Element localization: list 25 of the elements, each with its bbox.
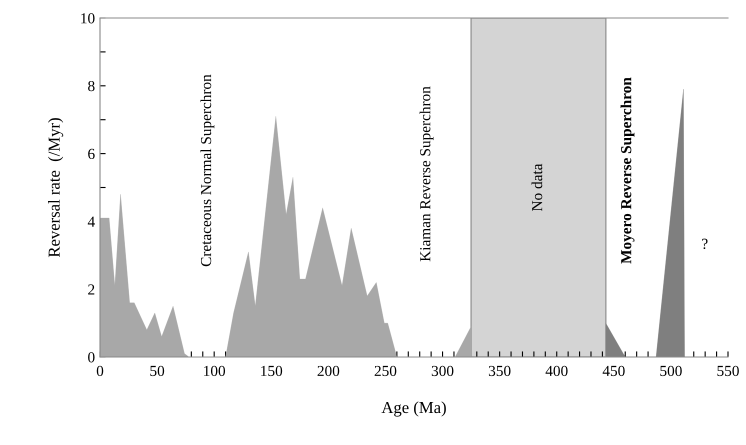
annotation: Kiaman Reverse Superchron [420, 86, 434, 262]
x-tick-label: 350 [488, 366, 511, 376]
x-tick-label: 50 [150, 366, 164, 376]
annotation: Moyero Reverse Superchron [620, 77, 634, 264]
x-tick-label: 0 [96, 366, 104, 376]
band-label: No data [532, 164, 542, 212]
y-tick-label: 8 [88, 80, 95, 92]
x-tick-label: 400 [546, 366, 568, 376]
annotation: ? [702, 238, 708, 250]
x-tick-label: 500 [660, 366, 682, 376]
x-tick-label: 100 [204, 366, 226, 376]
x-tick-label: 150 [261, 366, 282, 376]
y-tick-label: 4 [88, 216, 95, 227]
annotation: Cretaceous Normal Superchron [200, 74, 214, 266]
y-tick-label: 0 [88, 352, 95, 362]
x-axis-title: Age (Ma) [382, 401, 446, 417]
y-tick-label: 10 [81, 13, 95, 24]
y-tick-label: 2 [88, 284, 94, 294]
x-tick-label: 450 [602, 366, 625, 376]
y-axis-title: Reversal rate (/Myr) [48, 118, 64, 258]
x-tick-label: 250 [374, 366, 396, 376]
y-tick-label: 6 [88, 148, 95, 160]
x-tick-label: 300 [432, 366, 454, 376]
x-tick-label: 550 [717, 366, 739, 376]
x-tick-label: 200 [318, 366, 340, 376]
